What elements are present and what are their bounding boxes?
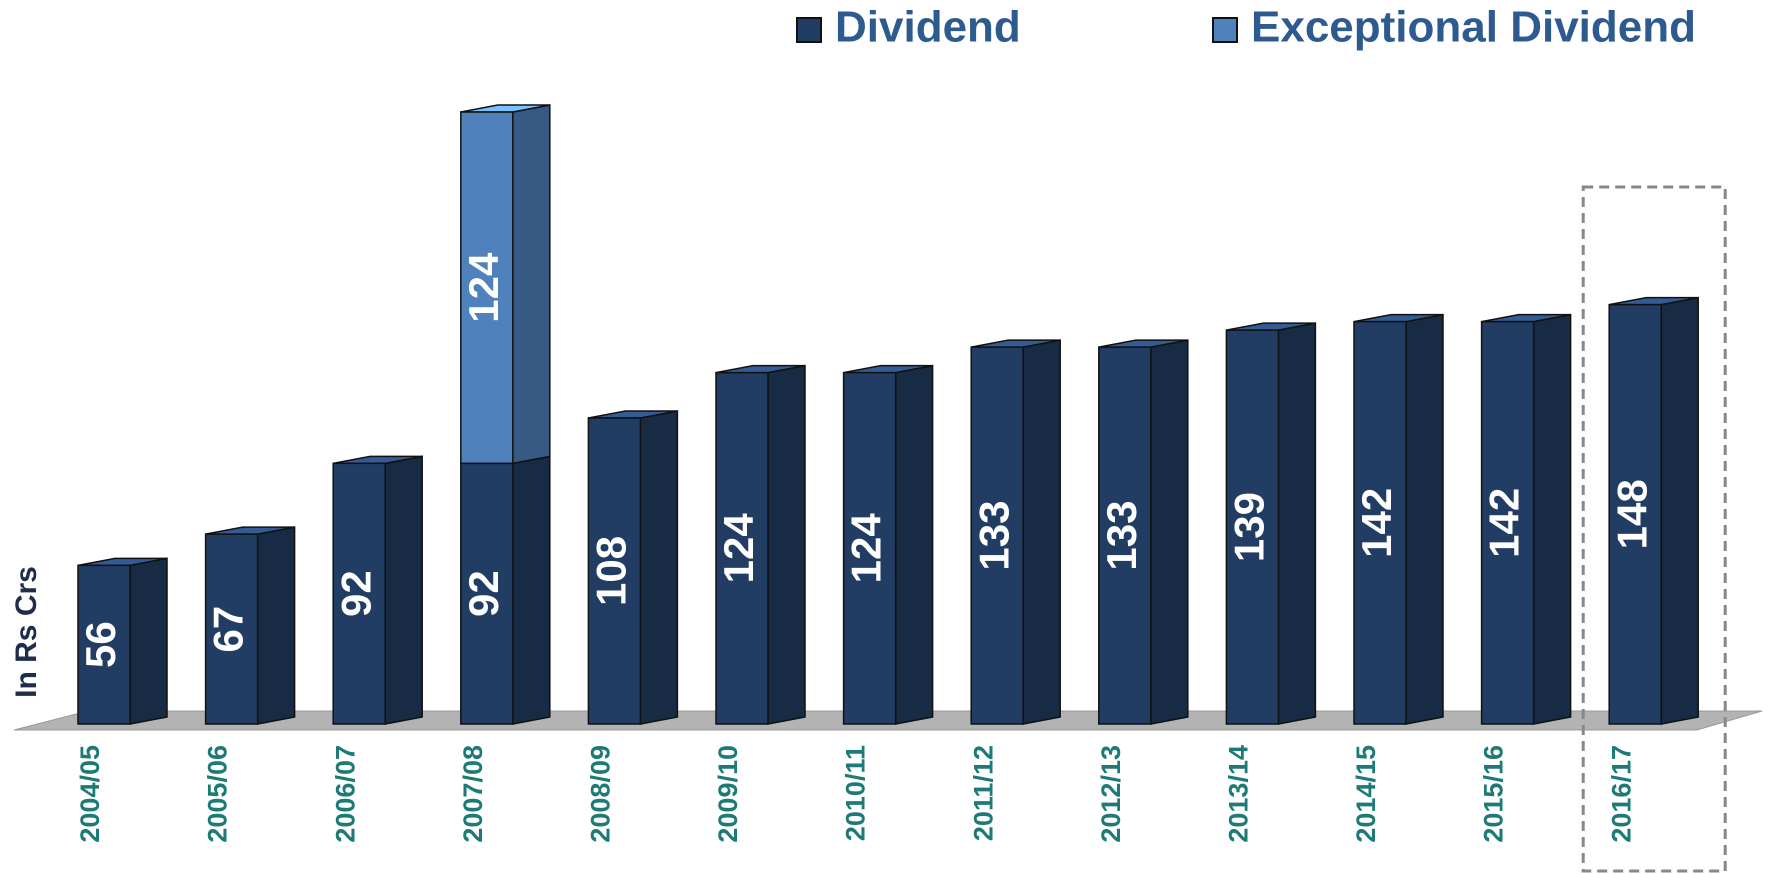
bar-side xyxy=(894,364,934,725)
legend-swatch xyxy=(796,17,822,43)
x-tick-label: 2011/12 xyxy=(968,745,998,841)
x-tick-label: 2007/08 xyxy=(458,745,488,843)
value-label: 124 xyxy=(715,513,762,584)
x-tick-label: 2006/07 xyxy=(330,745,360,843)
value-label: 92 xyxy=(332,570,379,617)
bar-side xyxy=(1405,313,1444,725)
bar-side xyxy=(639,410,679,725)
bar xyxy=(970,346,1024,725)
x-tick-label: 2015/16 xyxy=(1479,745,1509,843)
bar-side xyxy=(512,455,551,725)
bar xyxy=(1353,320,1407,725)
x-tick-label: 2008/09 xyxy=(586,745,616,843)
y-axis-label: In Rs Crs xyxy=(10,566,43,698)
bar-side xyxy=(1532,313,1572,725)
bar xyxy=(1225,329,1280,725)
value-label: 142 xyxy=(1353,488,1400,558)
x-tick-label: 2016/17 xyxy=(1606,745,1636,843)
x-tick-label: 2013/14 xyxy=(1224,745,1254,843)
value-label: 124 xyxy=(460,252,507,323)
bar-side xyxy=(1022,339,1061,725)
bar-side xyxy=(512,104,551,465)
value-label: 139 xyxy=(1225,492,1272,562)
bar-side xyxy=(129,557,168,725)
value-label: 142 xyxy=(1481,488,1528,558)
value-label: 124 xyxy=(843,513,890,584)
highlight-box xyxy=(1581,185,1727,873)
value-label: 148 xyxy=(1608,479,1655,549)
x-tick-label: 2012/13 xyxy=(1096,745,1126,843)
bar xyxy=(460,462,514,725)
bar xyxy=(332,462,386,725)
x-tick-label: 2005/06 xyxy=(203,745,233,843)
bar xyxy=(715,371,769,725)
value-label: 133 xyxy=(970,501,1017,571)
bar-side xyxy=(1660,296,1699,725)
bar xyxy=(1608,303,1662,725)
bar xyxy=(204,533,259,725)
value-label: 108 xyxy=(587,536,634,606)
value-label: 133 xyxy=(1098,501,1145,571)
bar xyxy=(460,111,514,465)
value-label: 67 xyxy=(205,606,252,653)
bar xyxy=(842,371,897,725)
legend-label: Dividend xyxy=(835,3,1021,52)
bar-side xyxy=(384,455,423,725)
bar-side xyxy=(767,364,806,725)
legend-label: Exceptional Dividend xyxy=(1251,3,1696,52)
bar xyxy=(1480,320,1535,725)
x-tick-label: 2014/15 xyxy=(1351,745,1381,843)
x-tick-label: 2009/10 xyxy=(713,745,743,843)
x-tick-label: 2010/11 xyxy=(841,745,871,841)
bar xyxy=(587,417,642,725)
bar xyxy=(1098,346,1152,725)
bar xyxy=(77,564,131,725)
bar-side xyxy=(1277,322,1317,725)
x-tick-label: 2004/05 xyxy=(75,745,105,843)
legend-swatch xyxy=(1212,17,1238,43)
value-label: 92 xyxy=(460,570,507,617)
value-label: 56 xyxy=(77,621,124,668)
bar-side xyxy=(1150,339,1189,725)
bar-side xyxy=(256,526,296,725)
